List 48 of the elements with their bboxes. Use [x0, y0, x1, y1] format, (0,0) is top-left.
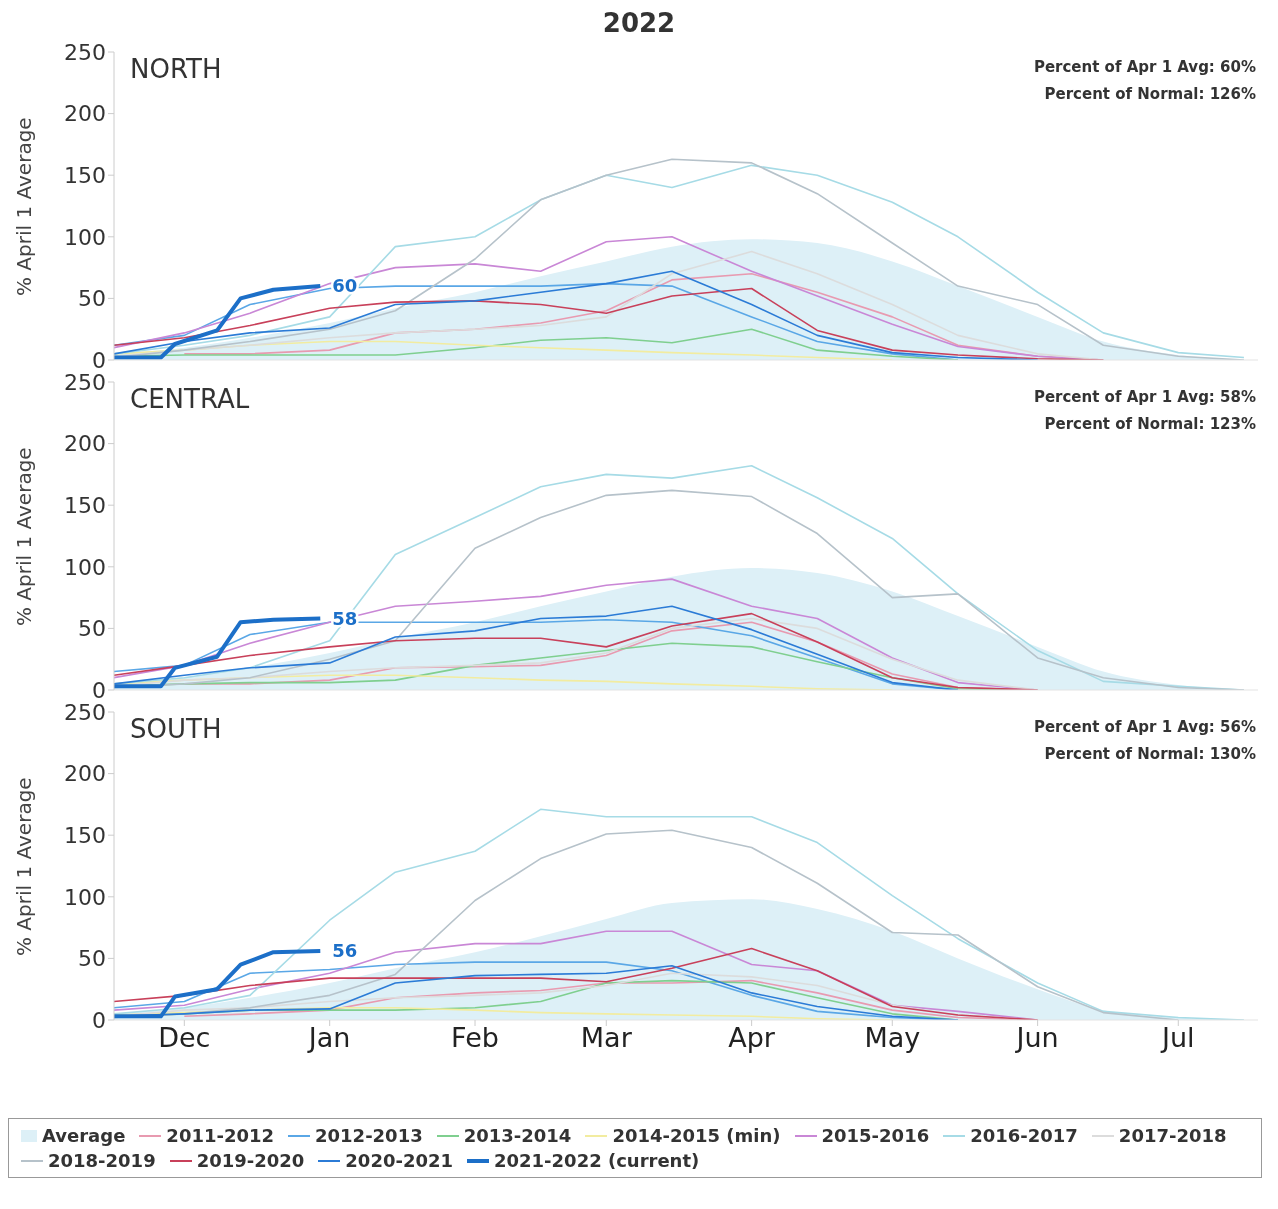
legend-label: 2013-2014: [463, 1125, 572, 1146]
legend-label: 2016-2017: [970, 1125, 1078, 1146]
y-tick-label: 100: [64, 884, 106, 910]
y-tick-label: 200: [64, 761, 106, 787]
y-axis-title: % April 1 Average: [12, 447, 37, 626]
annotation: NORTH: [130, 54, 222, 84]
x-tick-label: Jan: [306, 1022, 351, 1054]
data-label: 56: [332, 940, 358, 962]
annotation: Percent of Apr 1 Avg: 56%: [1033, 717, 1256, 738]
x-tick-label: Jul: [1160, 1022, 1195, 1054]
annotation: Percent of Apr 1 Avg: 58%: [1033, 387, 1256, 408]
x-tick-label: Jun: [1014, 1022, 1059, 1054]
y-tick-label: 150: [64, 163, 106, 189]
x-tick-label: Apr: [728, 1022, 776, 1054]
legend-label: 2021-2022 (current): [494, 1150, 700, 1171]
y-axis-title: % April 1 Average: [12, 777, 37, 956]
legend-label: 2015-2016: [821, 1125, 930, 1146]
annotation: CENTRAL: [130, 384, 250, 414]
legend-label: Average: [42, 1125, 126, 1146]
annotation: SOUTH: [130, 714, 222, 744]
y-tick-label: 50: [78, 286, 106, 312]
x-tick-label: Dec: [158, 1022, 211, 1054]
annotation: Percent of Normal: 123%: [1043, 414, 1256, 435]
legend-label: 2017-2018: [1118, 1125, 1227, 1146]
legend-label: 2012-2013: [315, 1125, 423, 1146]
chart-title: 2022: [601, 8, 677, 38]
y-tick-label: 100: [64, 224, 106, 250]
y-tick-label: 50: [78, 946, 106, 972]
y-tick-label: 50: [78, 616, 106, 642]
y-tick-label: 100: [64, 554, 106, 580]
x-tick-label: Mar: [580, 1022, 633, 1054]
x-tick-label: Feb: [451, 1022, 499, 1054]
legend-label: 2019-2020: [196, 1150, 305, 1171]
legend-label: 2020-2021: [345, 1150, 454, 1171]
x-tick-label: May: [864, 1022, 921, 1054]
y-tick-label: 200: [64, 431, 106, 457]
legend-label: 2018-2019: [48, 1150, 156, 1171]
annotation: Percent of Apr 1 Avg: 60%: [1033, 57, 1256, 78]
y-tick-label: 0: [92, 1007, 106, 1033]
y-tick-label: 150: [64, 823, 106, 849]
annotation: Percent of Normal: 126%: [1043, 84, 1256, 105]
y-tick-label: 200: [64, 101, 106, 127]
y-tick-label: 250: [64, 39, 106, 65]
legend-label: 2014-2015 (min): [612, 1125, 781, 1146]
y-axis-title: % April 1 Average: [12, 117, 37, 296]
legend-label: 2011-2012: [166, 1125, 275, 1146]
annotation: Percent of Normal: 130%: [1043, 744, 1256, 765]
y-tick-label: 150: [64, 493, 106, 519]
